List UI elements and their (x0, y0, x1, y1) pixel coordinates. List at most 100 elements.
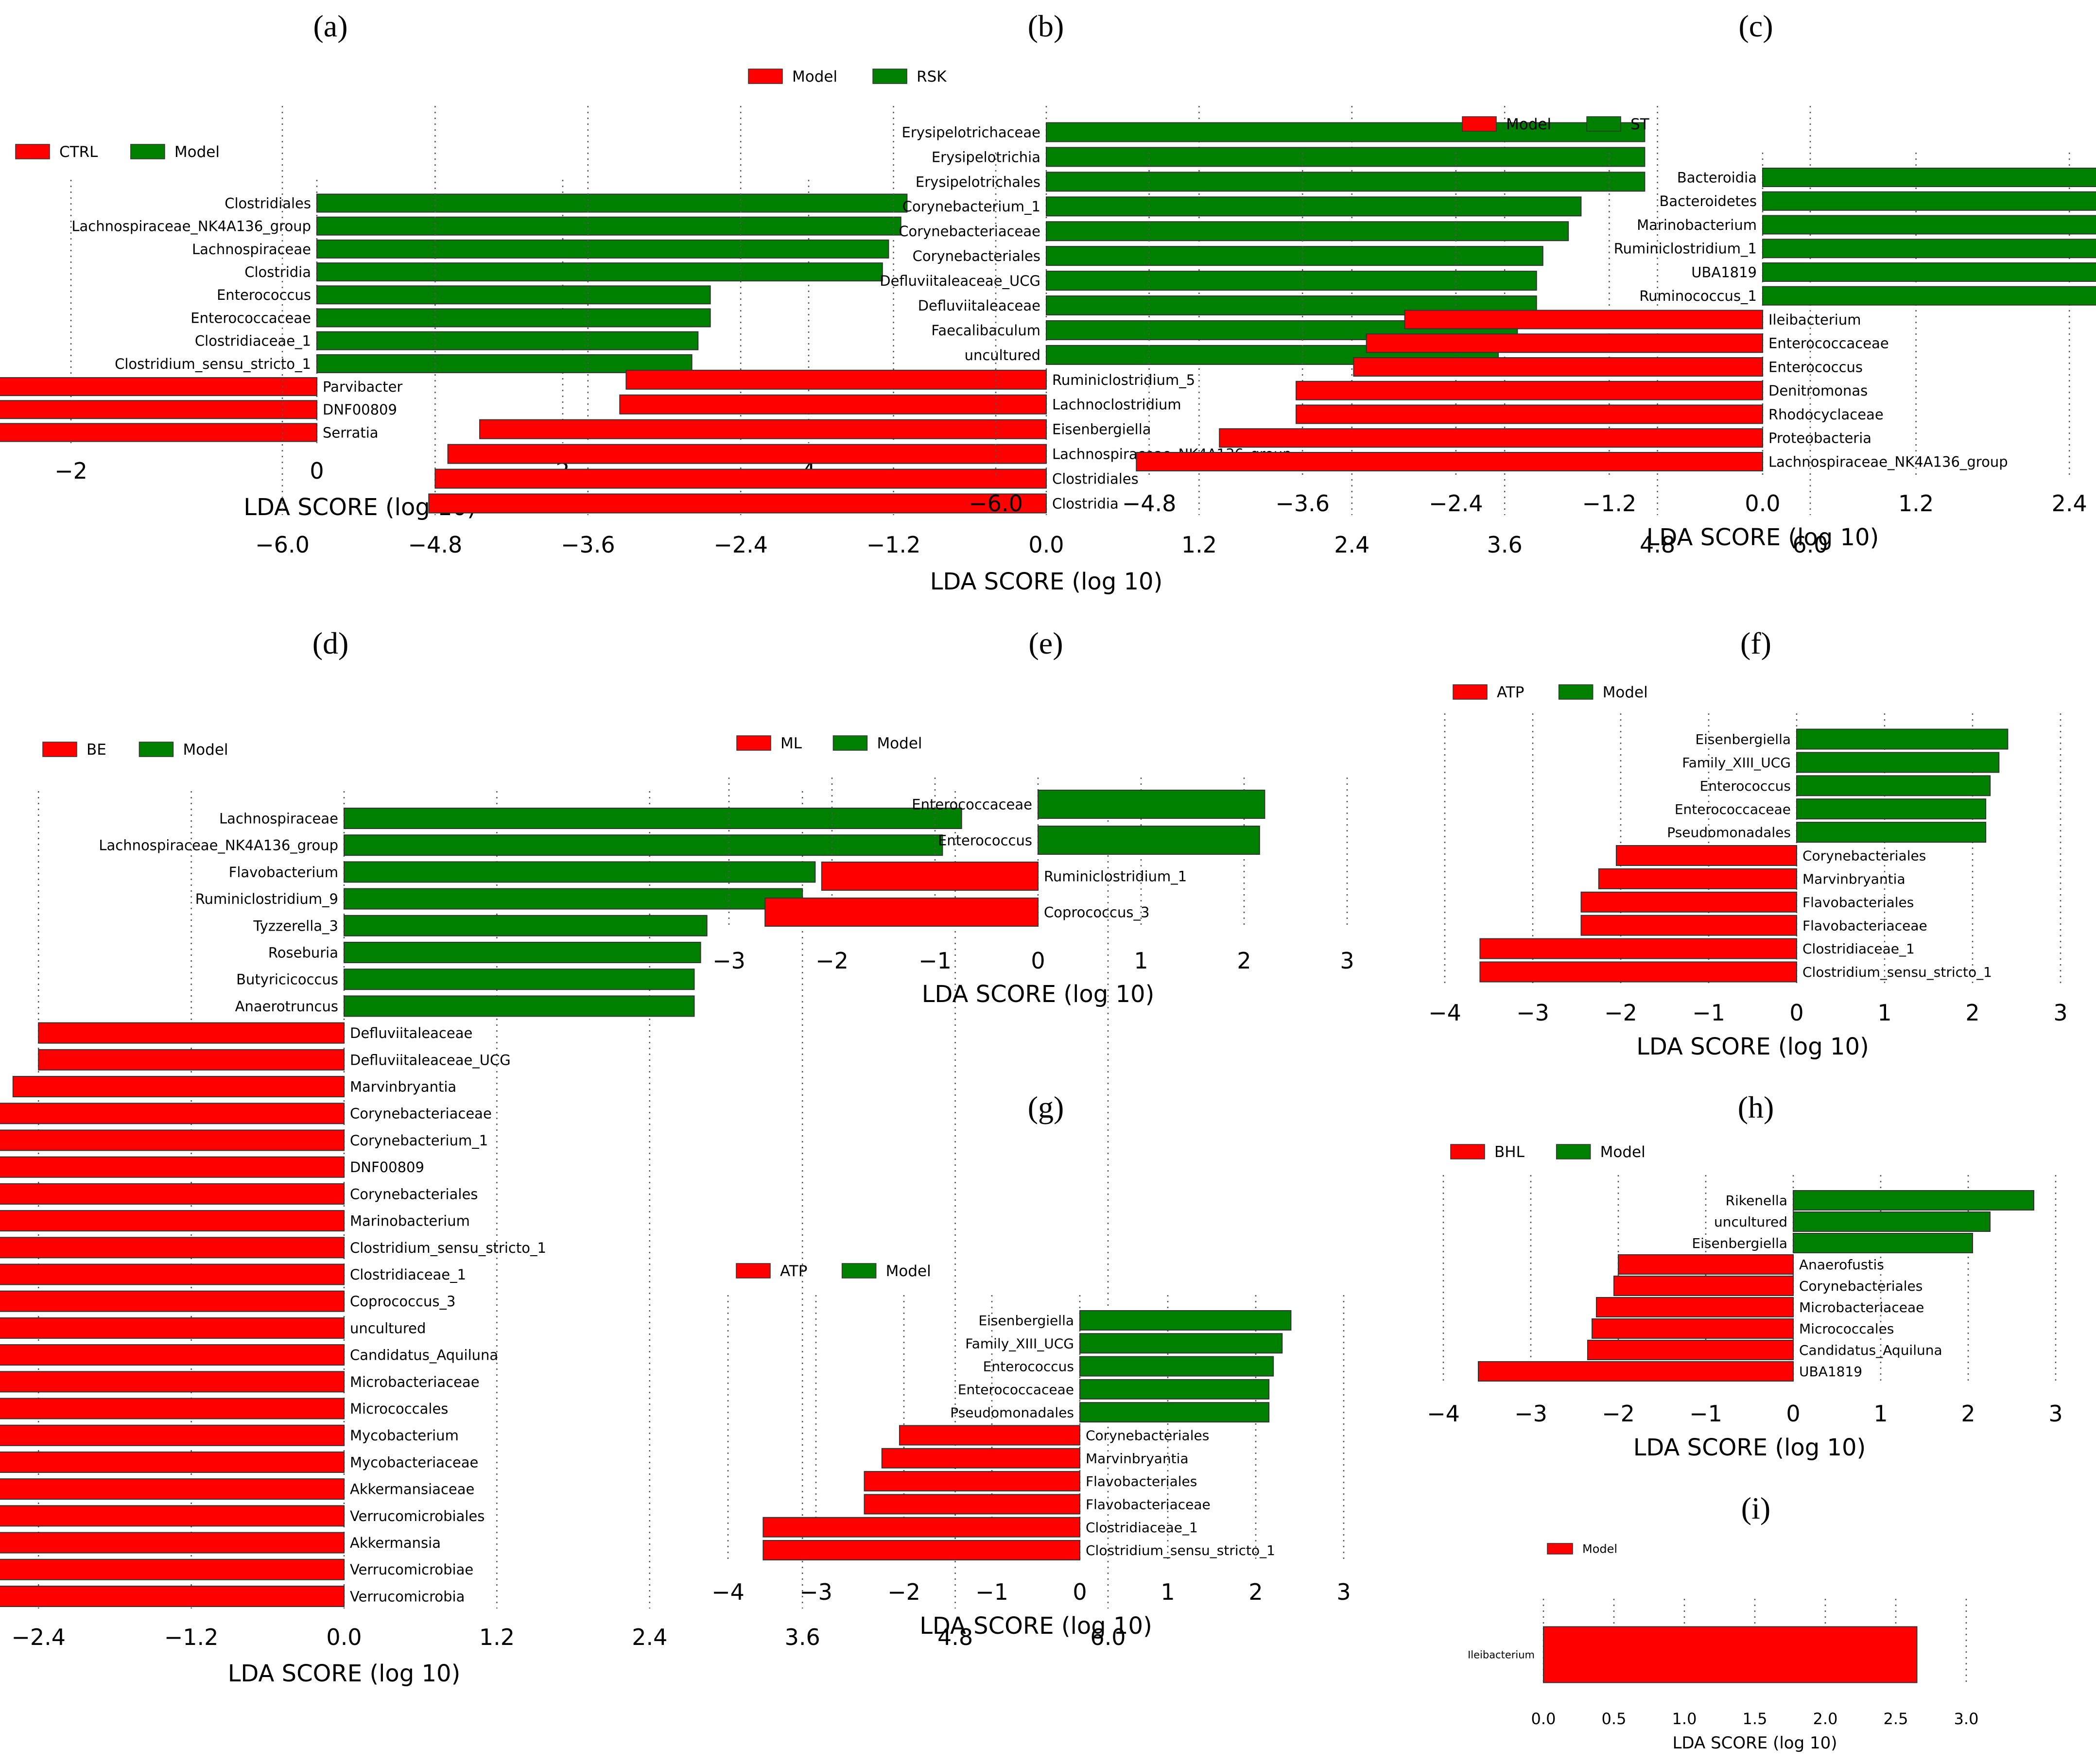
bar (864, 1471, 1081, 1492)
bar (0, 1451, 345, 1473)
bar (0, 377, 317, 397)
bar-label: Enterococcus (1700, 778, 1791, 794)
bar (0, 1129, 345, 1151)
bar (316, 216, 901, 236)
bar-label: Family_XIII_UCG (965, 1335, 1074, 1351)
x-axis-label: LDA SCORE (log 10) (919, 1612, 1152, 1640)
bar-label: Enterococcaceae (1768, 335, 1889, 352)
bar (625, 369, 1047, 390)
bar-label: Corynebacteriales (350, 1186, 478, 1202)
bar-label: uncultured (350, 1320, 426, 1336)
x-tick-label: 0 (1789, 1000, 1803, 1026)
bar (1543, 1626, 1918, 1683)
bar-label: Defluviitaleaceae (350, 1025, 472, 1041)
bar-label: Microbacteriaceae (350, 1374, 480, 1390)
legend-swatch (1586, 116, 1621, 132)
bar (1079, 1379, 1270, 1400)
bar-label: Clostridiaceae_1 (1086, 1520, 1198, 1536)
bar-label: Bacteroidia (1677, 169, 1757, 186)
bar (38, 1022, 345, 1044)
legend-swatch (736, 735, 771, 751)
x-tick-label: 6.0 (1090, 1624, 1126, 1650)
legend-label: Model (886, 1262, 931, 1280)
x-tick-label: 1.2 (1898, 490, 1934, 517)
legend-label: RSK (917, 68, 947, 86)
bar-label: Denitromonas (1768, 382, 1868, 399)
bar-label: Clostridium_sensu_stricto_1 (1802, 964, 1992, 980)
x-tick-label: 2.4 (632, 1624, 667, 1650)
bar (1353, 357, 1763, 377)
bar-label: Roseburia (268, 944, 338, 961)
panel-letter: (a) (313, 9, 347, 43)
bar (1046, 246, 1543, 266)
bar-label: Enterococcaceae (958, 1382, 1074, 1398)
bar-label: Marvinbryantia (1086, 1451, 1189, 1467)
bar-label: Marinobacterium (350, 1213, 470, 1229)
bar (1038, 790, 1265, 819)
bar (0, 400, 318, 419)
bar (762, 1517, 1080, 1538)
legend-swatch (736, 1263, 771, 1279)
x-tick-label: −1.2 (866, 532, 921, 558)
bar-label: Rhodocyclaceae (1768, 406, 1884, 423)
bar (0, 1478, 345, 1500)
legend-label: Model (792, 68, 837, 86)
bar-label: Erysipelotrichia (932, 149, 1040, 165)
bar (447, 444, 1047, 464)
bar-label: Serratia (323, 424, 379, 441)
panel-letter: (c) (1738, 9, 1773, 43)
bar (0, 1103, 345, 1124)
legend-swatch (1453, 684, 1488, 700)
chart-panel-3: (c) Bacteroidia Bacteroidetes Marinobacteri… (969, 9, 2096, 551)
bar-label: Marvinbryantia (350, 1079, 456, 1095)
bar-label: Clostridia (1052, 495, 1119, 512)
bar (1796, 798, 1987, 820)
bar-label: Clostridium_sensu_stricto_1 (350, 1240, 546, 1256)
legend-label: Model (174, 143, 220, 161)
x-tick-label: 0 (1786, 1401, 1800, 1427)
bar-label: Ruminococcus_1 (1639, 288, 1757, 304)
bar (1618, 1254, 1794, 1275)
bar (344, 808, 962, 829)
x-tick-label: −1 (975, 1579, 1008, 1605)
x-tick-label: 3 (2048, 1401, 2062, 1427)
bar-label: Enterococcus (938, 832, 1032, 848)
panel-letter: (d) (312, 626, 349, 660)
bar (316, 193, 908, 213)
legend-swatch (42, 742, 77, 757)
bar-label: Coprococcus_3 (350, 1293, 455, 1310)
x-tick-label: 4.8 (1640, 532, 1675, 558)
bar-label: Bacteroidetes (1660, 193, 1757, 209)
bar (1796, 822, 1987, 843)
legend-label: Model (183, 741, 228, 759)
x-tick-label: −2 (887, 1579, 920, 1605)
bar (1079, 1402, 1270, 1423)
bar (344, 834, 943, 856)
x-tick-label: −4.8 (1122, 490, 1177, 517)
bar-label: Corynebacteriaceae (350, 1106, 492, 1122)
bar (0, 1183, 345, 1205)
x-axis-label: LDA SCORE (log 10) (1646, 524, 1879, 551)
bar (344, 995, 695, 1017)
bar-label: UBA1819 (1799, 1364, 1862, 1380)
bar (0, 1210, 345, 1232)
bar (0, 1424, 345, 1446)
bar-label: Corynebacteriales (1086, 1428, 1209, 1444)
x-tick-label: 0 (310, 458, 324, 484)
x-tick-label: 6.0 (1792, 532, 1828, 558)
x-tick-label: 2 (1961, 1401, 1975, 1427)
bar-label: Tyzzerella_3 (253, 917, 338, 934)
bar (434, 468, 1047, 489)
legend-swatch (841, 1263, 877, 1279)
bar-label: Microbacteriaceae (1799, 1299, 1924, 1315)
bar (0, 1398, 345, 1419)
legend-swatch (130, 144, 165, 159)
chart-panel-6: (f) Eisenbergiella Family_XIII_UCG Enteroco… (1428, 626, 2068, 1060)
bar-label: Clostridium_sensu_stricto_1 (1086, 1542, 1275, 1558)
bar (1793, 1211, 1991, 1232)
x-tick-label: −2 (815, 948, 849, 974)
x-tick-label: 3 (1340, 948, 1354, 974)
x-tick-label: 0 (1031, 948, 1045, 974)
bar-label: DNF00809 (323, 401, 397, 418)
